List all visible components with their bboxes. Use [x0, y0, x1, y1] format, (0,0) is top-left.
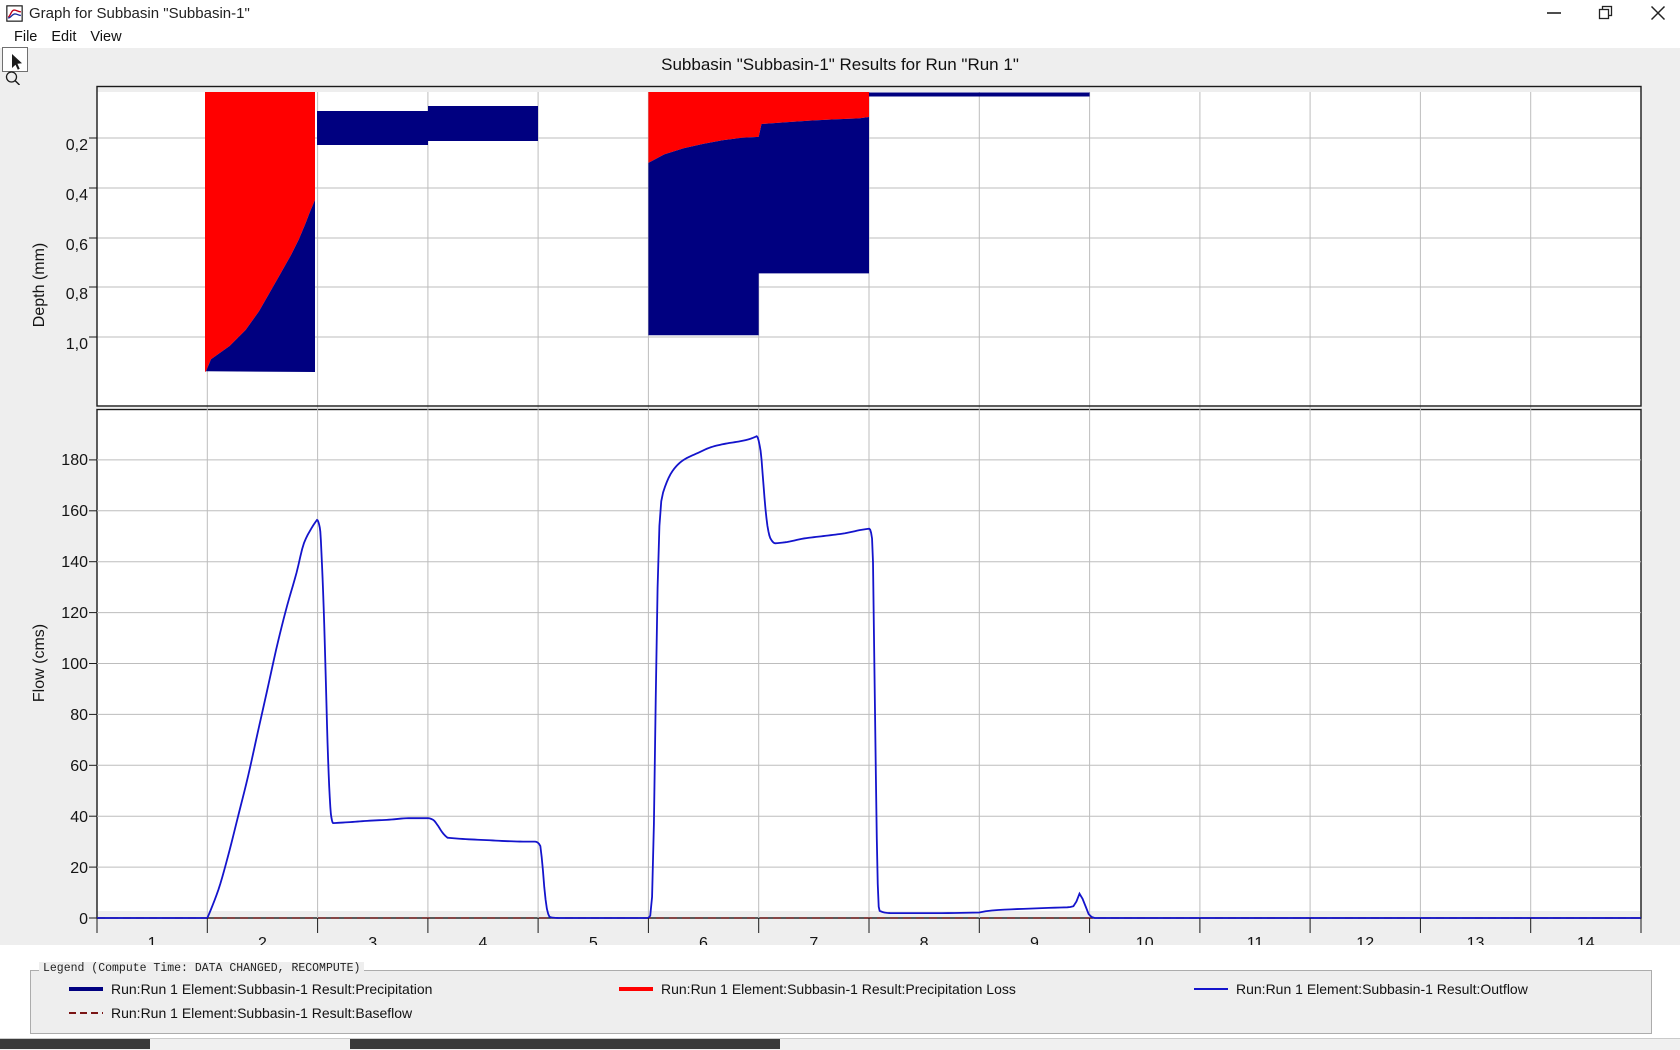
svg-text:8: 8: [920, 935, 929, 945]
svg-text:0,2: 0,2: [66, 137, 88, 154]
svg-text:7: 7: [809, 935, 818, 945]
svg-text:1: 1: [148, 935, 157, 945]
svg-text:140: 140: [61, 554, 88, 571]
svg-text:14: 14: [1577, 935, 1595, 945]
svg-text:0,8: 0,8: [66, 286, 88, 303]
svg-text:100: 100: [61, 656, 88, 673]
svg-text:10: 10: [1136, 935, 1154, 945]
svg-text:60: 60: [70, 758, 88, 775]
svg-text:3: 3: [368, 935, 377, 945]
svg-text:80: 80: [70, 707, 88, 724]
svg-text:40: 40: [70, 809, 88, 826]
svg-text:160: 160: [61, 503, 88, 520]
svg-text:1,0: 1,0: [66, 336, 88, 353]
svg-text:20: 20: [70, 860, 88, 877]
svg-text:4: 4: [479, 935, 488, 945]
svg-text:2: 2: [258, 935, 267, 945]
svg-text:0,4: 0,4: [66, 187, 88, 204]
svg-text:0: 0: [79, 911, 88, 928]
svg-text:13: 13: [1467, 935, 1485, 945]
svg-text:12: 12: [1356, 935, 1374, 945]
svg-text:6: 6: [699, 935, 708, 945]
svg-text:0,6: 0,6: [66, 237, 88, 254]
svg-text:180: 180: [61, 452, 88, 469]
svg-text:Flow (cms): Flow (cms): [31, 624, 48, 702]
svg-text:120: 120: [61, 605, 88, 622]
svg-text:5: 5: [589, 935, 598, 945]
svg-text:9: 9: [1030, 935, 1039, 945]
svg-text:11: 11: [1247, 935, 1264, 945]
svg-text:Depth (mm): Depth (mm): [31, 243, 48, 327]
